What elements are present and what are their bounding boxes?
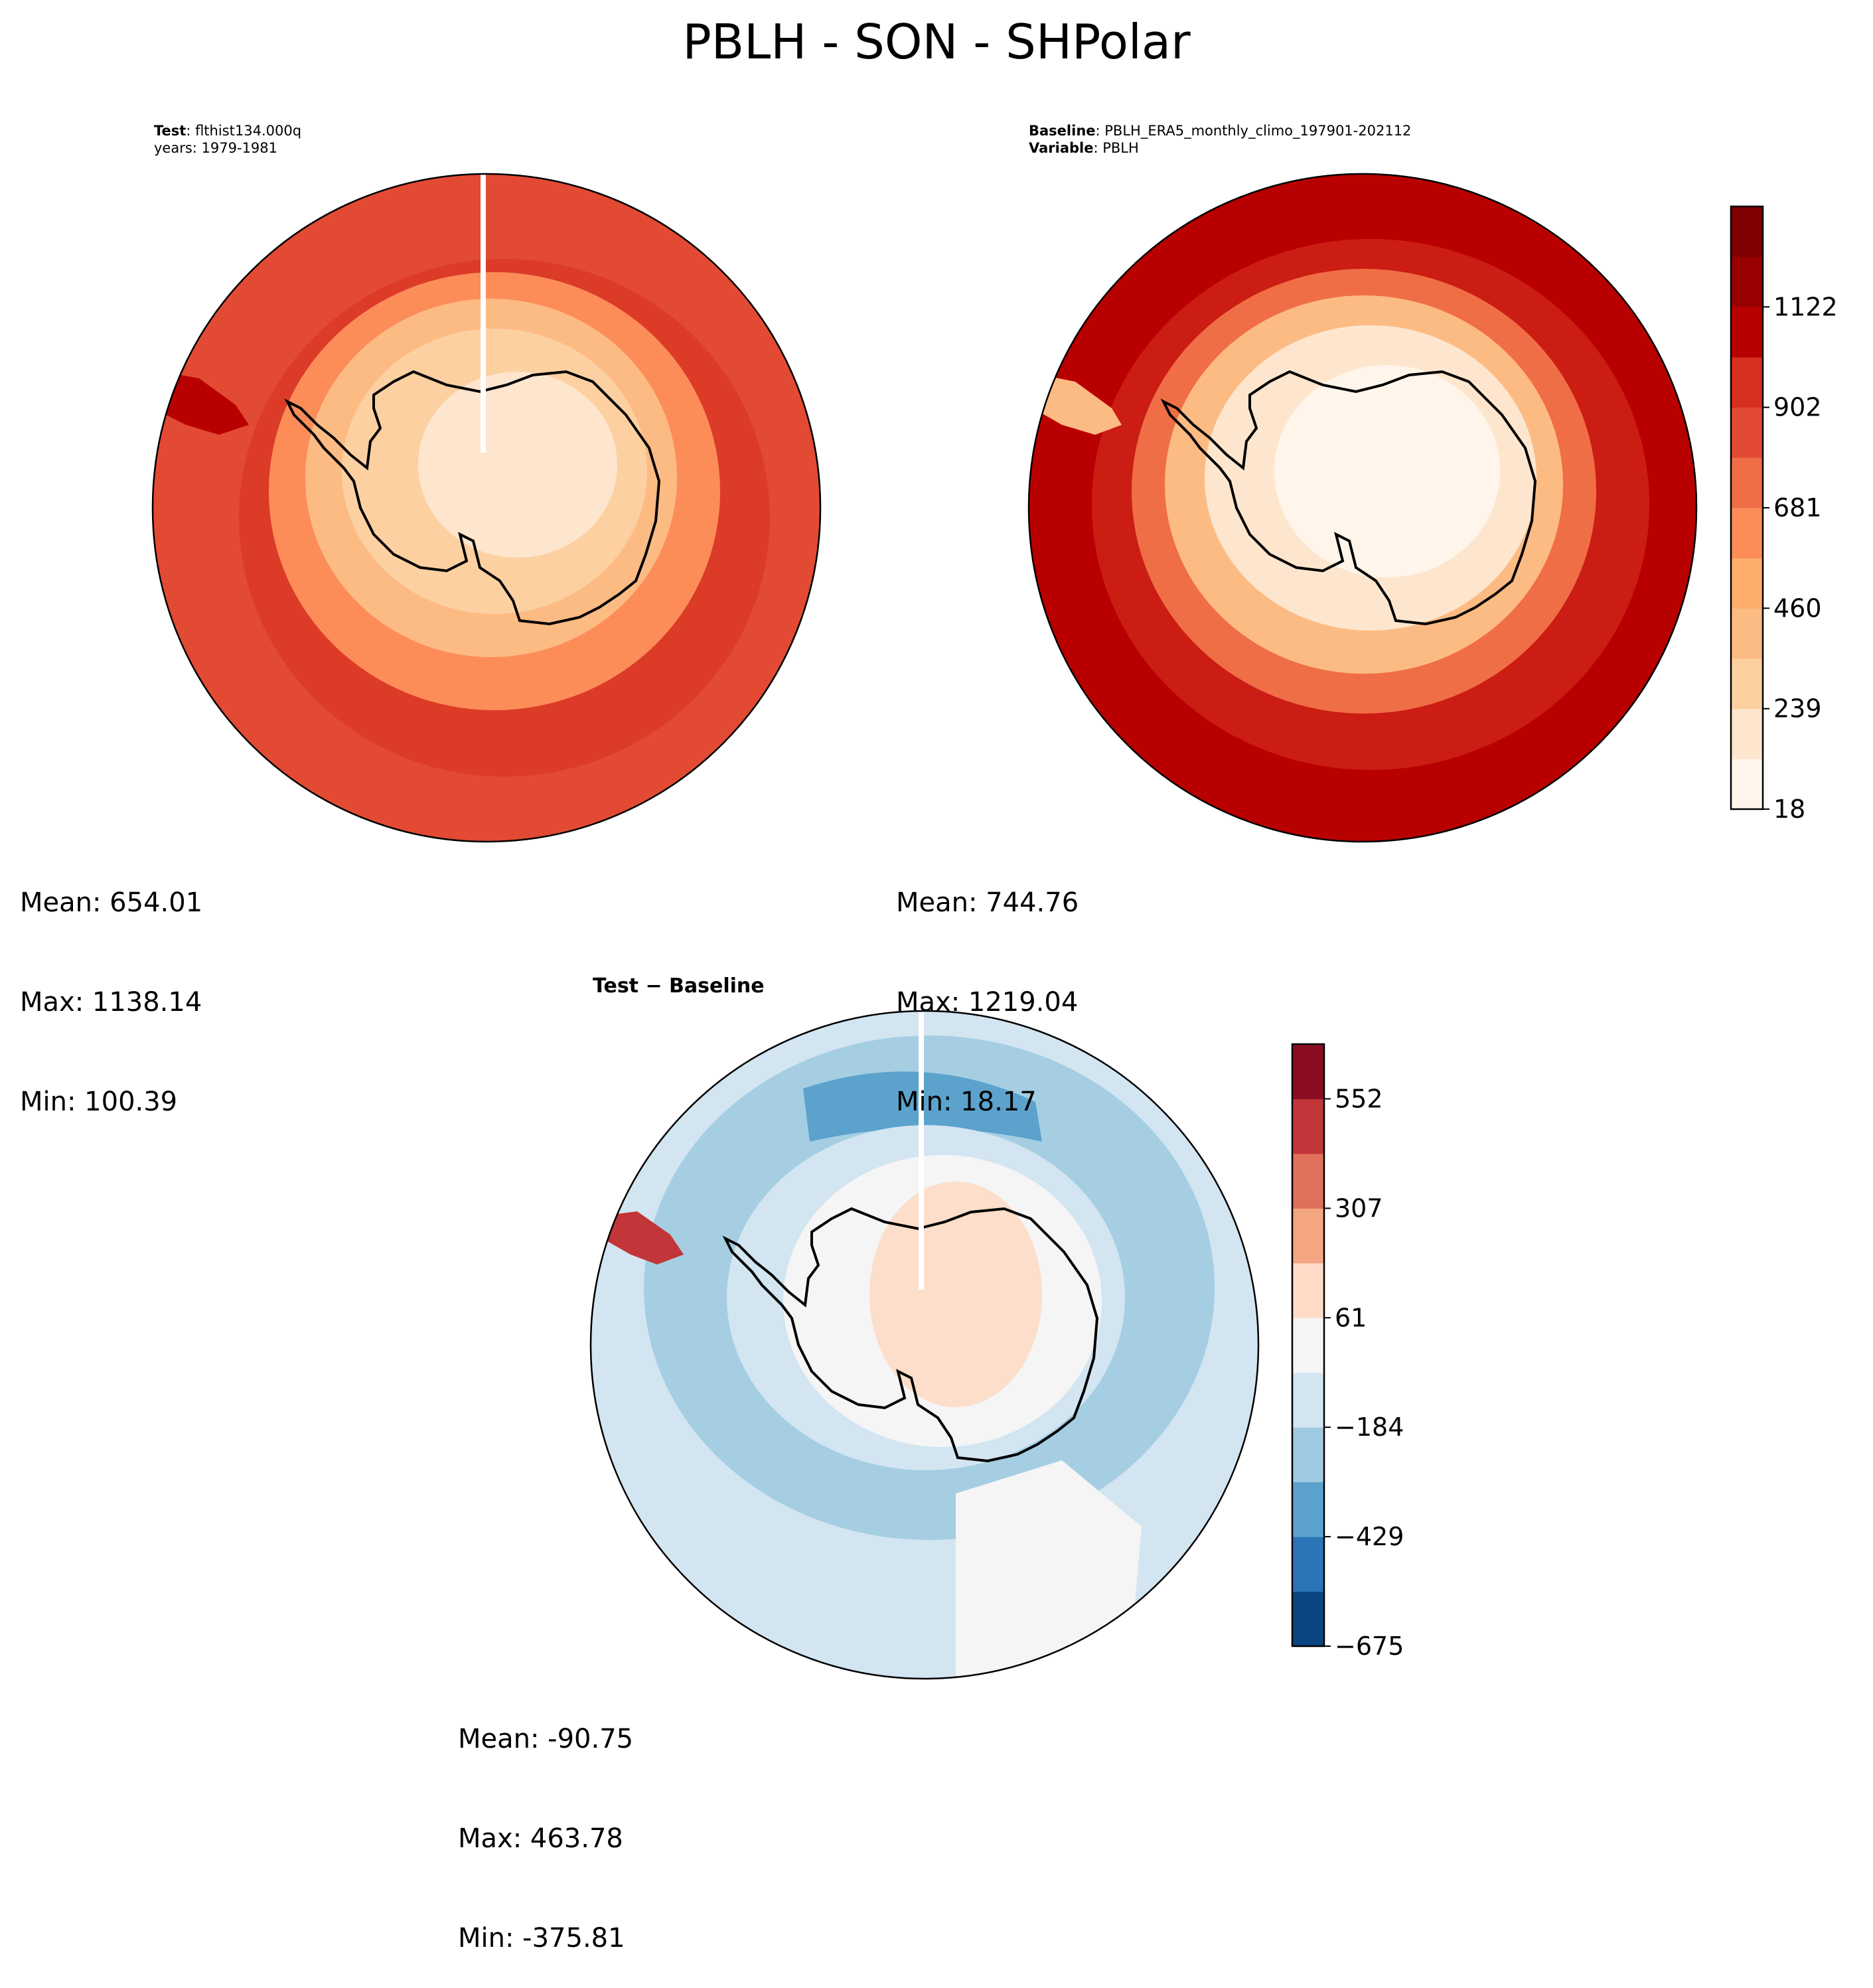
diff-colorbar-tick-label: −429 <box>1335 1522 1404 1551</box>
abs-colorbar-tick-label: 1122 <box>1773 292 1838 321</box>
baseline-stat-min: Min: 18.17 <box>896 1087 1037 1117</box>
diff-colorbar-tick-label: 307 <box>1335 1193 1383 1223</box>
baseline-panel-header: Baseline: PBLH_ERA5_monthly_climo_197901… <box>1029 122 1411 157</box>
diff-colorbar-level-8 <box>1292 1153 1324 1209</box>
test-panel-header: Test: flthist134.000q years: 1979-1981 <box>154 122 301 157</box>
abs-colorbar-tick-label: 902 <box>1773 393 1822 422</box>
abs-colorbar-tick-label: 681 <box>1773 493 1822 522</box>
baseline-stat-mean: Mean: 744.76 <box>896 887 1079 918</box>
test-years: years: 1979-1981 <box>154 140 278 156</box>
diff-colorbar-level-3 <box>1292 1427 1324 1483</box>
abs-colorbar-level-4 <box>1731 558 1763 609</box>
diff-colorbar-frame <box>1291 1043 1325 1647</box>
diff-colorbar-tick-label: 61 <box>1335 1303 1367 1332</box>
test-map-seam <box>481 174 486 453</box>
diff-map <box>591 1011 1258 1679</box>
diff-colorbar-level-9 <box>1292 1099 1324 1154</box>
abs-colorbar-level-1 <box>1731 708 1763 759</box>
test-map-south-america <box>159 372 249 435</box>
abs-colorbar-level-7 <box>1731 407 1763 458</box>
baseline-map-boundary <box>1027 173 1698 843</box>
abs-colorbar-level-6 <box>1731 457 1763 508</box>
baseline-label: Baseline <box>1029 123 1096 139</box>
test-label: Test <box>154 123 187 139</box>
diff-colorbar-level-7 <box>1292 1208 1324 1264</box>
variable-label: Variable <box>1029 140 1094 156</box>
test-stats: Mean: 654.01 Max: 1138.14 Min: 100.39 <box>20 820 202 1152</box>
diff-stat-mean: Mean: -90.75 <box>458 1724 634 1754</box>
baseline-stat-max: Max: 1219.04 <box>896 987 1079 1018</box>
baseline-map <box>1029 174 1696 842</box>
test-stat-max: Max: 1138.14 <box>20 987 202 1018</box>
baseline-stats: Mean: 744.76 Max: 1219.04 Min: 18.17 <box>896 820 1079 1152</box>
test-map-boundary <box>151 173 822 843</box>
diff-colorbar-level-10 <box>1292 1044 1324 1099</box>
test-stat-mean: Mean: 654.01 <box>20 887 203 918</box>
abs-colorbar-level-11 <box>1731 206 1763 258</box>
abs-colorbar-level-9 <box>1731 307 1763 358</box>
diff-map-boundary <box>589 1010 1260 1680</box>
diff-panel-title: Test − Baseline <box>593 974 765 998</box>
diff-colorbar-level-1 <box>1292 1537 1324 1592</box>
diff-colorbar-tick-label: 552 <box>1335 1084 1383 1113</box>
abs-colorbar: 18 239 460 681 902 1122 <box>1730 205 1838 824</box>
abs-colorbar-tick-label: 239 <box>1773 694 1822 724</box>
figure-title: PBLH - SON - SHPolar <box>682 14 1191 70</box>
diff-map-seam <box>919 1011 924 1290</box>
baseline-case-name: : PBLH_ERA5_monthly_climo_197901-202112 <box>1095 123 1412 139</box>
diff-colorbar-level-2 <box>1292 1482 1324 1537</box>
test-map <box>153 174 820 842</box>
baseline-map-south-america <box>1039 375 1122 435</box>
diff-colorbar-level-4 <box>1292 1372 1324 1428</box>
test-map-center <box>418 372 617 558</box>
diff-stat-max: Max: 463.78 <box>458 1823 623 1854</box>
diff-stats: Mean: -90.75 Max: 463.78 Min: -375.81 <box>458 1656 633 1988</box>
diff-stat-min: Min: -375.81 <box>458 1923 625 1953</box>
abs-colorbar-level-8 <box>1731 357 1763 408</box>
abs-colorbar-level-0 <box>1731 759 1763 810</box>
abs-colorbar-tick-label: 460 <box>1773 593 1822 623</box>
abs-colorbar-level-3 <box>1731 608 1763 659</box>
diff-colorbar-tick-label: −675 <box>1335 1632 1404 1661</box>
baseline-map-center <box>1274 365 1500 577</box>
abs-colorbar-tick-label: 18 <box>1773 795 1805 824</box>
diff-map-neutral-region <box>956 1460 1142 1679</box>
diff-colorbar-tick-label: −184 <box>1335 1413 1404 1442</box>
diff-map-warm <box>869 1182 1042 1407</box>
test-case-name: : flthist134.000q <box>186 123 302 139</box>
diff-map-peak <box>607 1211 684 1264</box>
diff-colorbar-level-0 <box>1292 1591 1324 1647</box>
diff-colorbar-level-5 <box>1292 1318 1324 1373</box>
figure-canvas: 18 239 460 681 902 1122 −675 −429 −184 61 307 552 <box>151 173 1838 1680</box>
diff-colorbar-level-6 <box>1292 1262 1324 1318</box>
variable-name: : PBLH <box>1093 140 1139 156</box>
diff-colorbar: −675 −429 −184 61 307 552 <box>1291 1043 1404 1661</box>
abs-colorbar-level-5 <box>1731 508 1763 559</box>
abs-colorbar-level-2 <box>1731 658 1763 710</box>
test-stat-min: Min: 100.39 <box>20 1087 178 1117</box>
abs-colorbar-level-10 <box>1731 256 1763 307</box>
